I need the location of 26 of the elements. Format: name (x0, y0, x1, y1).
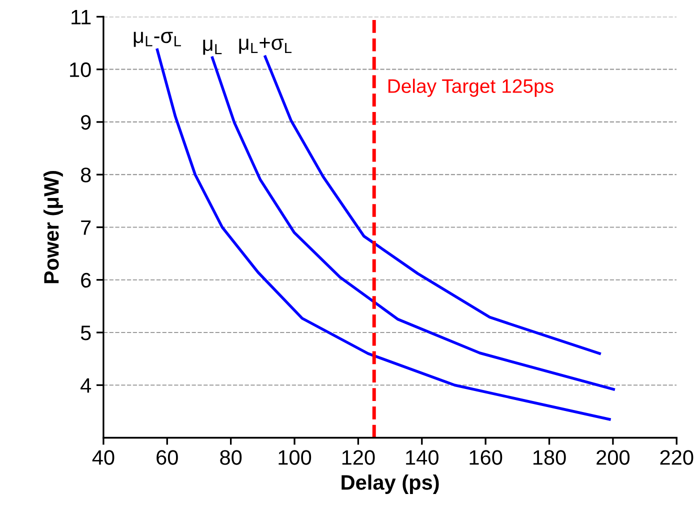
ref-line-label: Delay Target 125ps (388, 78, 554, 97)
x-tick-label: 60 (156, 450, 178, 465)
x-tick-label: 180 (533, 450, 566, 465)
x-tick-label: 120 (342, 450, 375, 465)
x-tick-label: 80 (220, 450, 242, 465)
series-label: μ$_{L}$ (203, 40, 222, 55)
y-tick-label: 8 (80, 168, 91, 182)
y-axis-title: Power (μW) (44, 170, 63, 284)
y-tick-label: 10 (70, 62, 91, 78)
x-tick-label: 200 (596, 450, 630, 465)
y-tick-label: 5 (80, 326, 91, 340)
line-series (210, 56, 615, 391)
series-label: μ$_{L}$-σ$_{L}$ (134, 32, 181, 47)
y-tick-label: 6 (81, 272, 91, 288)
x-tick-label: 220 (660, 450, 694, 465)
y-tick-label: 11 (72, 10, 91, 24)
line-series (264, 55, 601, 355)
y-tick-label: 9 (81, 114, 91, 130)
y-tick-label: 4 (80, 378, 92, 393)
y-tick-label: 7 (81, 220, 91, 235)
x-tick-label: 40 (92, 450, 114, 465)
series-label: μ$_{L}$+σ$_{L}$ (239, 38, 292, 54)
x-axis-title: Delay (ps) (342, 474, 439, 494)
x-tick-label: 140 (406, 450, 438, 465)
x-tick-label: 160 (470, 450, 502, 465)
x-tick-label: 100 (278, 450, 312, 465)
